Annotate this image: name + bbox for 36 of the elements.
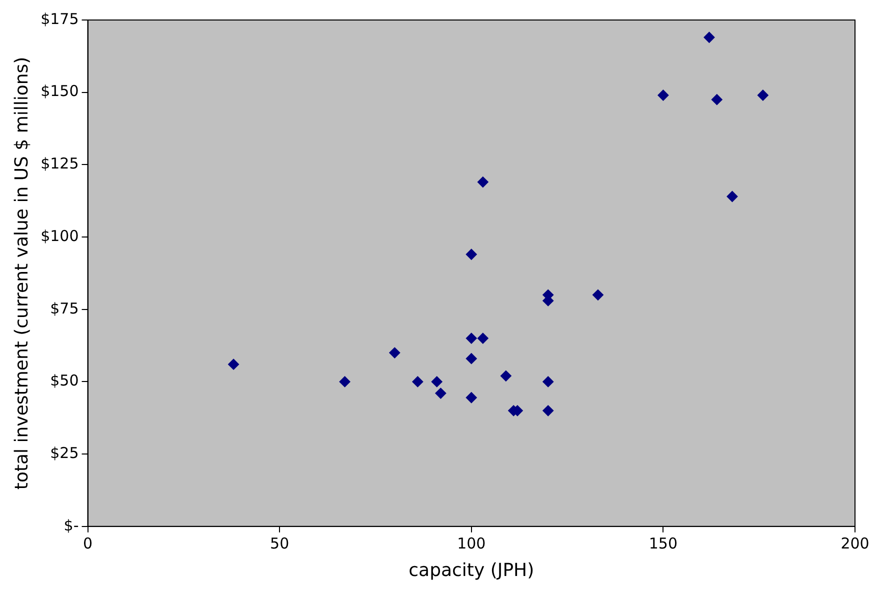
y-tick-label: $125 (40, 154, 79, 173)
y-tick-label: $- (64, 516, 79, 534)
point (435, 388, 446, 399)
point (339, 376, 350, 388)
point (500, 370, 512, 382)
point (658, 90, 669, 101)
point (466, 353, 477, 364)
point (466, 392, 477, 404)
point (431, 376, 442, 388)
x-tick-label: 0 (83, 534, 93, 552)
y-tick-label: $75 (50, 299, 79, 318)
point (711, 94, 722, 106)
y-tick-label: $175 (40, 10, 79, 28)
y-tick-label: $100 (40, 226, 79, 245)
x-tick-label: 50 (270, 534, 290, 552)
point (726, 191, 738, 202)
point (228, 358, 240, 370)
point (466, 248, 477, 260)
y-axis-title: total investment (current value in US $ millions) (11, 56, 32, 490)
point (477, 332, 488, 344)
x-tick-label: 200 (840, 534, 870, 552)
point (757, 90, 768, 101)
point (389, 347, 400, 358)
point (542, 376, 554, 388)
point (477, 176, 488, 188)
x-axis-title: capacity (JPH) (408, 560, 534, 581)
point (704, 32, 715, 43)
y-tick-label: $50 (50, 372, 79, 390)
x-tick-label: 150 (648, 534, 678, 552)
point (466, 332, 477, 344)
x-tick-label: 100 (457, 534, 486, 552)
point (412, 376, 424, 388)
point (542, 405, 554, 416)
point (592, 289, 604, 300)
y-tick-label: $150 (40, 82, 79, 100)
y-tick-label: $25 (50, 444, 79, 462)
